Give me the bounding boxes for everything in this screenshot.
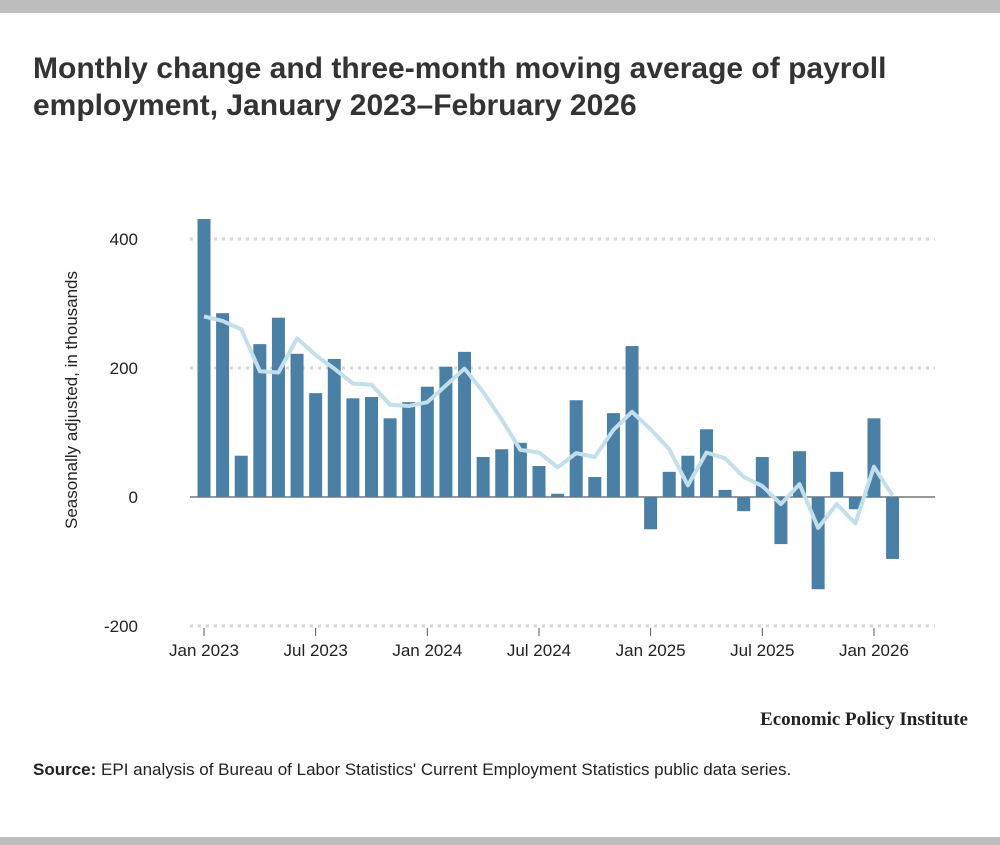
bar: [495, 449, 509, 497]
bar: [439, 366, 453, 497]
bar: [197, 219, 211, 497]
bar: [551, 493, 565, 497]
bar: [830, 471, 844, 497]
source-text: EPI analysis of Bureau of Labor Statisti…: [96, 760, 792, 779]
x-tick-label: Jul 2025: [730, 641, 794, 660]
y-tick-label: 400: [110, 230, 138, 249]
bar: [309, 393, 323, 497]
bar: [737, 497, 751, 512]
brand-logo: Economic Policy Institute: [760, 709, 968, 730]
bar: [216, 313, 230, 497]
bar: [253, 344, 267, 497]
bar: [234, 455, 248, 497]
bar: [681, 455, 695, 497]
y-tick-label: 0: [129, 488, 138, 507]
y-axis-label: Seasonally adjusted, in thousands: [62, 271, 81, 529]
bar: [290, 353, 304, 497]
bar: [458, 351, 472, 497]
bar: [346, 398, 360, 497]
bar: [476, 457, 490, 497]
bar: [886, 497, 900, 559]
bar: [774, 497, 788, 545]
y-tick-label: -200: [104, 617, 138, 636]
bar: [271, 317, 285, 497]
bottom-border: [0, 837, 1000, 845]
bar: [848, 497, 862, 510]
bar: [662, 471, 676, 497]
x-tick-label: Jul 2023: [284, 641, 348, 660]
x-tick-label: Jan 2023: [169, 641, 239, 660]
source-label: Source:: [33, 760, 97, 779]
chart-title: Monthly change and three-month moving av…: [33, 52, 887, 122]
y-tick-label: 200: [110, 359, 138, 378]
x-tick-label: Jan 2024: [392, 641, 462, 660]
bar: [364, 397, 378, 497]
bar: [513, 442, 527, 497]
source-note: Source: EPI analysis of Bureau of Labor …: [33, 760, 791, 780]
x-tick-label: Jul 2024: [507, 641, 571, 660]
bar: [588, 477, 602, 497]
bar: [811, 497, 825, 590]
bar: [569, 400, 583, 497]
bar: [625, 346, 639, 497]
x-tick-label: Jan 2025: [616, 641, 686, 660]
bar: [327, 358, 341, 497]
bar: [420, 386, 434, 497]
bar: [402, 402, 416, 497]
bar: [644, 497, 658, 530]
bar: [718, 489, 732, 497]
bar: [699, 429, 713, 497]
bar: [532, 466, 546, 497]
x-tick-label: Jan 2026: [839, 641, 909, 660]
moving-average-line: [203, 314, 895, 530]
bar: [383, 418, 397, 497]
top-border: [0, 0, 1000, 13]
